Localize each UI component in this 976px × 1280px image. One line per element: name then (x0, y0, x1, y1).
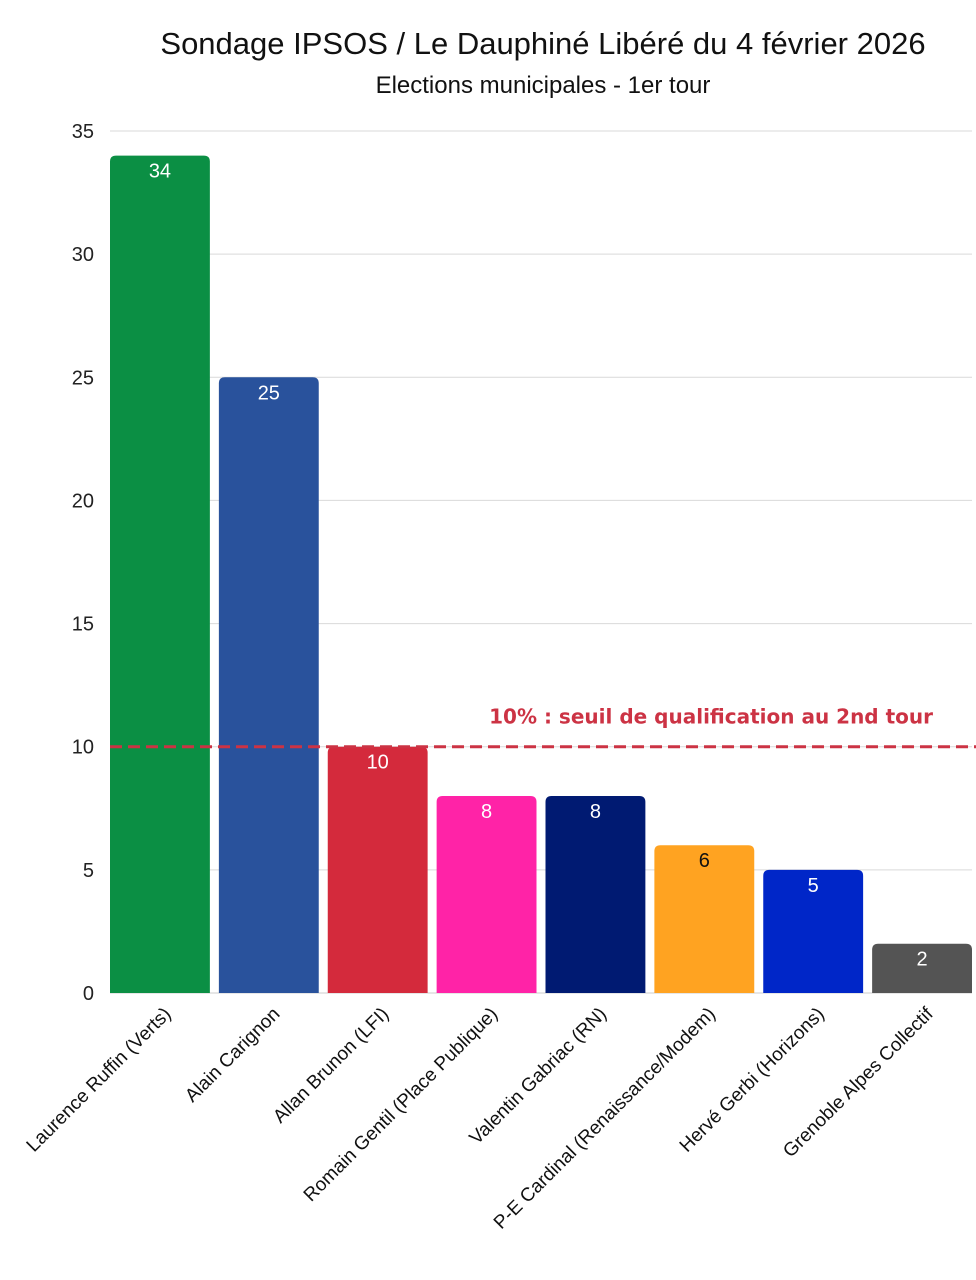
value-label: 2 (917, 949, 928, 971)
y-tick-label: 35 (72, 121, 94, 143)
x-tick-label: Laurence Ruffin (Verts) (23, 1004, 176, 1157)
y-tick-label: 0 (83, 983, 94, 1005)
value-label: 25 (258, 382, 280, 404)
y-tick-label: 15 (72, 614, 94, 636)
value-label: 10 (367, 752, 389, 774)
threshold-label: 10% : seuil de qualification au 2nd tour (489, 705, 933, 729)
y-tick-label: 20 (72, 490, 94, 512)
value-label: 8 (590, 801, 601, 823)
chart-subtitle: Elections municipales - 1er tour (375, 72, 711, 99)
bar (110, 155, 210, 994)
bar (327, 746, 428, 993)
y-axis: 0 5 10 15 20 25 30 35 (72, 121, 94, 1005)
threshold: 10% : seuil de qualification au 2nd tour (110, 705, 976, 749)
chart-title: Sondage IPSOS / Le Dauphiné Libéré du 4 … (160, 26, 926, 61)
bar (436, 795, 537, 993)
value-label: 5 (808, 875, 819, 897)
y-tick-label: 25 (72, 367, 94, 389)
x-tick-label: Alain Carignon (181, 1004, 284, 1107)
x-tick-label: P-E Cardinal (Renaissance/Modem) (490, 1004, 720, 1234)
bars (110, 155, 972, 994)
value-label: 34 (149, 161, 171, 183)
x-tick-label: Romain Gentil (Place Publique) (300, 1004, 502, 1206)
y-tick-label: 5 (83, 860, 94, 882)
value-label: 8 (481, 801, 492, 823)
y-tick-label: 30 (72, 244, 94, 266)
bar (545, 795, 646, 993)
x-axis: Laurence Ruffin (Verts) Alain CarignonAll… (23, 1003, 938, 1233)
bar (872, 943, 972, 993)
value-label: 6 (699, 850, 710, 872)
bar (218, 377, 319, 993)
bar (763, 869, 864, 993)
bar (654, 845, 755, 993)
value-labels: 34 25 10 8 8 6 5 2 (149, 161, 928, 971)
y-tick-label: 10 (72, 737, 94, 759)
x-tick-label: Allan Brunon (LFI) (269, 1004, 393, 1128)
